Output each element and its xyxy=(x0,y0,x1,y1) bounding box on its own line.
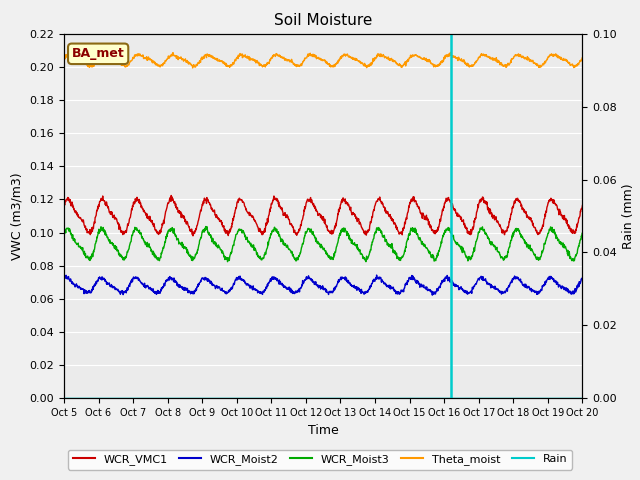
Y-axis label: Rain (mm): Rain (mm) xyxy=(623,183,636,249)
Title: Soil Moisture: Soil Moisture xyxy=(274,13,372,28)
X-axis label: Time: Time xyxy=(308,424,339,437)
Text: BA_met: BA_met xyxy=(72,48,125,60)
Y-axis label: VWC (m3/m3): VWC (m3/m3) xyxy=(11,172,24,260)
Legend: WCR_VMC1, WCR_Moist2, WCR_Moist3, Theta_moist, Rain: WCR_VMC1, WCR_Moist2, WCR_Moist3, Theta_… xyxy=(68,450,572,469)
